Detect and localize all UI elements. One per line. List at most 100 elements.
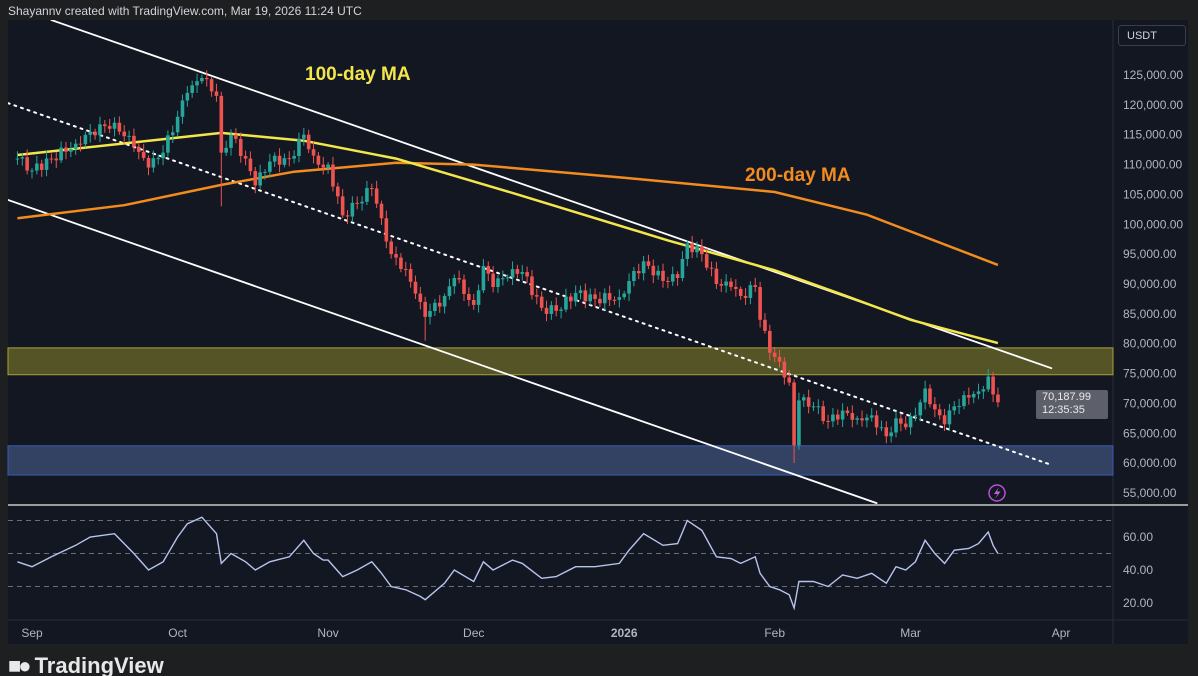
- candle-up: [44, 158, 49, 170]
- candle-down: [991, 376, 995, 395]
- candle-down: [787, 377, 792, 383]
- candle-down: [515, 269, 520, 274]
- candle-down: [850, 413, 855, 420]
- candle-down: [530, 276, 534, 296]
- candle-up: [263, 171, 267, 173]
- candle-up: [869, 415, 874, 418]
- candle-down: [78, 143, 83, 145]
- candle-up: [360, 201, 364, 204]
- candle-up: [73, 143, 78, 149]
- tradingview-logo: ■● TradingView: [8, 656, 164, 676]
- candle-down: [25, 157, 29, 171]
- price-tick-label: 75,000.00: [1123, 367, 1177, 381]
- price-tick-label: 100,000.00: [1123, 217, 1183, 231]
- candle-down: [248, 158, 253, 172]
- candle-up: [170, 132, 175, 136]
- candle-down: [311, 149, 316, 156]
- candle-down: [389, 241, 393, 255]
- candle-up: [292, 155, 296, 159]
- time-tick-label: Sep: [21, 626, 43, 640]
- candle-down: [306, 134, 311, 150]
- candle-up: [724, 281, 728, 286]
- candle-up: [452, 278, 457, 287]
- rsi-line: [17, 516, 999, 611]
- channel-solid-line: [8, 198, 878, 505]
- price-tick-label: 105,000.00: [1123, 187, 1183, 201]
- candle-down: [132, 135, 136, 147]
- candle-down: [355, 202, 360, 204]
- candle-up: [549, 305, 554, 314]
- ma200-line: [17, 161, 999, 267]
- candle-down: [554, 305, 559, 311]
- candle-down: [345, 215, 350, 217]
- candle-down: [418, 293, 423, 302]
- rsi-tick-label: 40.00: [1123, 563, 1153, 577]
- candle-down: [714, 268, 719, 284]
- candle-down: [107, 126, 112, 129]
- candle-up: [879, 427, 884, 429]
- candle-down: [243, 155, 248, 159]
- candle-down: [491, 273, 495, 287]
- candle-up: [816, 406, 821, 408]
- current-price: 70,187.99: [1042, 391, 1091, 403]
- candle-down: [49, 158, 54, 160]
- candle-up: [185, 92, 190, 101]
- candle-up: [962, 395, 966, 407]
- candle-down: [806, 397, 811, 407]
- candle-up: [976, 391, 981, 394]
- candle-up: [190, 85, 194, 93]
- candle-down: [709, 267, 714, 269]
- candle-down: [835, 414, 840, 420]
- candle-up: [617, 297, 622, 300]
- candle-down: [122, 131, 127, 137]
- candle-down: [54, 158, 59, 161]
- candle-up: [69, 148, 73, 152]
- candle-up: [151, 158, 156, 168]
- candle-down: [612, 299, 617, 301]
- candle-up: [811, 406, 816, 408]
- candle-down: [287, 158, 292, 160]
- candle-down: [598, 298, 602, 304]
- candle-up: [918, 402, 923, 416]
- candle-down: [437, 302, 442, 307]
- candle-up: [695, 246, 699, 253]
- candle-down: [700, 246, 704, 255]
- candle-down: [903, 423, 908, 428]
- candle-down: [704, 254, 709, 268]
- candle-up: [952, 406, 957, 411]
- time-tick-label: Apr: [1052, 626, 1071, 640]
- candle-down: [874, 415, 879, 428]
- candle-down: [661, 270, 665, 281]
- candle-down: [884, 427, 889, 437]
- candle-down: [204, 77, 209, 80]
- time-tick-label: Oct: [168, 626, 187, 640]
- candle-down: [93, 131, 97, 136]
- candle-down: [743, 295, 748, 298]
- candle-down: [467, 294, 471, 300]
- candle-up: [297, 138, 301, 156]
- candle-up: [981, 389, 986, 392]
- candle-up: [627, 280, 631, 294]
- candle-down: [666, 280, 670, 282]
- candle-down: [937, 409, 942, 416]
- candle-up: [894, 418, 898, 433]
- candle-up: [573, 292, 578, 302]
- candle-up: [166, 135, 170, 153]
- candle-down: [39, 163, 44, 170]
- candle-down: [369, 188, 374, 190]
- candle-down: [734, 286, 738, 289]
- candle-down: [646, 261, 651, 266]
- candle-down: [675, 274, 680, 279]
- price-tick-label: 115,000.00: [1123, 128, 1182, 142]
- candle-up: [908, 415, 913, 428]
- candle-up: [889, 432, 893, 437]
- candle-up: [602, 293, 607, 304]
- candle-up: [588, 294, 593, 302]
- candle-up: [175, 116, 180, 133]
- currency-button[interactable]: USDT: [1118, 25, 1186, 46]
- candle-down: [544, 307, 549, 314]
- candle-down: [729, 281, 733, 287]
- candle-down: [583, 290, 588, 302]
- candle-up: [83, 134, 88, 145]
